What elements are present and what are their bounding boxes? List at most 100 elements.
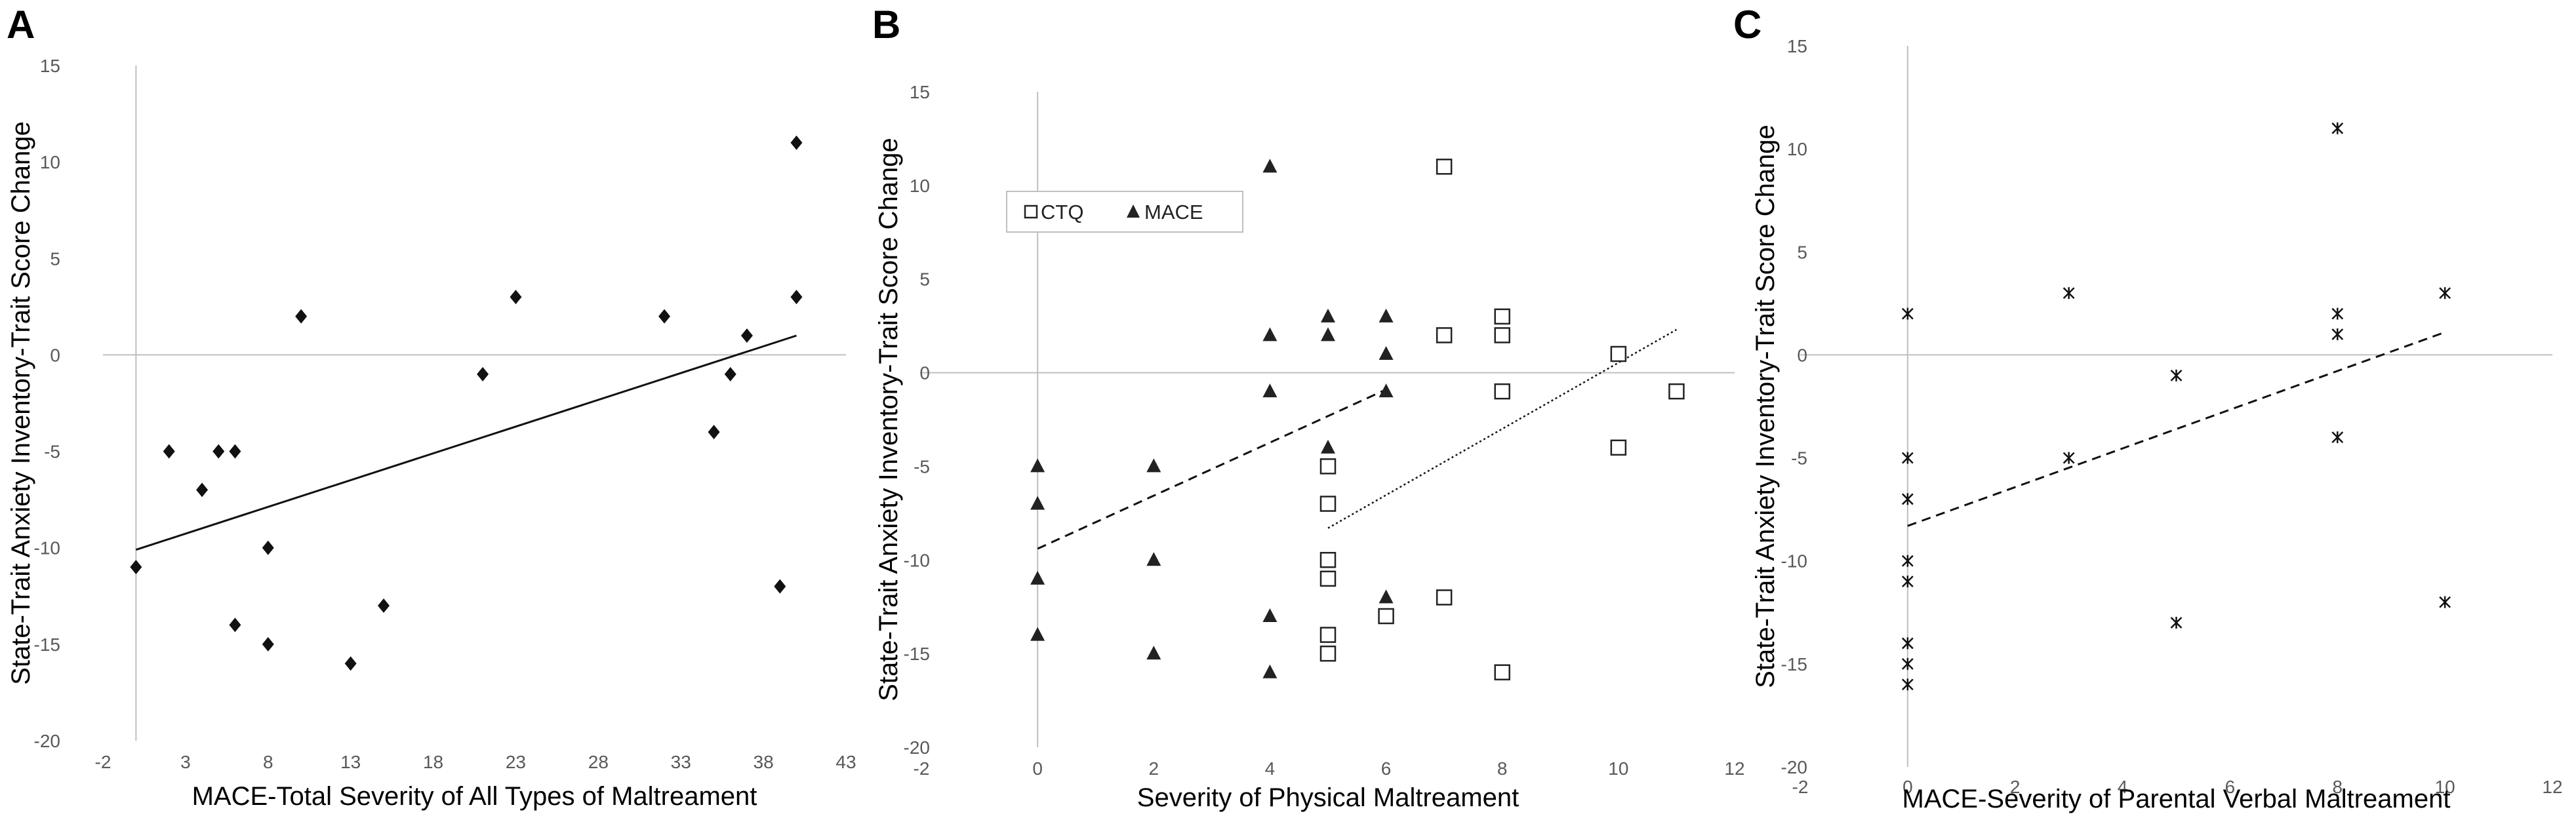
- legend-box: [1006, 191, 1243, 233]
- x-tick-label: 8: [2332, 777, 2343, 797]
- y-tick-label: 10: [1787, 139, 1807, 159]
- x-tick-label: 23: [506, 752, 526, 772]
- data-point-triangle: [1146, 458, 1161, 473]
- data-point-square: [1610, 439, 1627, 456]
- data-point-asterisk: [2170, 617, 2183, 629]
- data-point-diamond: [262, 540, 274, 555]
- data-point-square: [1494, 383, 1510, 400]
- data-point-triangle: [1262, 664, 1278, 678]
- data-point-asterisk: [2439, 596, 2451, 608]
- x-tick-label: 12: [1724, 758, 1744, 779]
- data-point-asterisk: [2063, 452, 2075, 464]
- y-axis-title: State-Trait Anxiety Inventory-Trait Scor…: [7, 121, 35, 685]
- chart-panel-c: C -2 0 2 4 6 8 10 12-20-15-10-5051015MACE-Sever…: [1733, 3, 2563, 813]
- legend-marker-triangle: [1127, 205, 1140, 218]
- data-point-triangle: [1379, 589, 1394, 604]
- x-tick-label: 2: [2010, 777, 2021, 797]
- data-point-diamond: [510, 290, 522, 305]
- data-point-diamond: [196, 482, 209, 498]
- x-tick-label: 0: [1032, 758, 1043, 779]
- panel-label-b: B: [872, 3, 900, 47]
- x-tick-label: 18: [423, 752, 443, 772]
- y-tick-label: -5: [1791, 448, 1807, 469]
- data-point-diamond: [790, 290, 803, 305]
- data-point-asterisk: [1901, 307, 1914, 320]
- data-point-triangle: [1146, 646, 1161, 660]
- data-point-square: [1610, 345, 1627, 362]
- y-tick-label: 5: [50, 248, 60, 269]
- x-tick-label: 3: [180, 752, 191, 772]
- y-tick-label: -20: [904, 737, 930, 758]
- data-point-diamond: [378, 598, 390, 613]
- x-tick-label: 28: [588, 752, 609, 772]
- data-point-asterisk: [2439, 287, 2451, 300]
- x-tick-label: 2: [1148, 758, 1159, 779]
- data-point-square: [1319, 552, 1337, 568]
- legend-label-mace: MACE: [1144, 201, 1203, 224]
- y-tick-label: 15: [910, 82, 930, 102]
- chart-panel-a: A -2 3 8 13 18 23 28 33 38 43-20-15-10-5051015MAC…: [7, 3, 856, 811]
- data-point-square: [1319, 645, 1337, 662]
- y-tick-label: -20: [34, 731, 60, 751]
- data-point-asterisk: [2331, 307, 2344, 320]
- y-tick-label: 5: [1797, 242, 1807, 262]
- x-tick-label: 0: [1902, 777, 1913, 797]
- data-point-triangle: [1262, 327, 1278, 342]
- data-point-diamond: [708, 425, 720, 440]
- x-tick-label: -2: [95, 752, 111, 772]
- legend-marker-square: [1024, 205, 1038, 219]
- legend-label-ctq: CTQ: [1041, 201, 1083, 224]
- y-tick-label: 15: [40, 56, 60, 76]
- x-tick-label: 38: [754, 752, 774, 772]
- data-point-triangle: [1030, 458, 1045, 473]
- y-tick-label: -10: [904, 550, 930, 570]
- y-tick-label: -5: [914, 456, 930, 477]
- data-point-triangle: [1321, 439, 1335, 454]
- y-axis-title: State-Trait Anxiety Inventory-Trait Scor…: [874, 138, 903, 701]
- data-point-diamond: [344, 656, 357, 671]
- data-point-square: [1494, 664, 1510, 680]
- y-tick-label: 10: [910, 176, 930, 196]
- data-point-asterisk: [2063, 287, 2075, 300]
- trendline-mace: [1907, 331, 2445, 527]
- x-tick-label: 4: [2118, 777, 2128, 797]
- data-point-triangle: [1379, 383, 1394, 398]
- data-point-diamond: [229, 444, 241, 459]
- data-point-diamond: [163, 444, 175, 459]
- data-point-triangle: [1262, 608, 1278, 622]
- data-point-asterisk: [1901, 452, 1914, 464]
- data-point-triangle: [1030, 570, 1045, 585]
- x-tick-label: 13: [340, 752, 361, 772]
- data-point-triangle: [1030, 496, 1045, 510]
- data-point-square: [1319, 458, 1337, 475]
- x-tick-label: 4: [1265, 758, 1276, 779]
- y-tick-label: 0: [1797, 345, 1807, 365]
- panel-label-a: A: [7, 3, 35, 47]
- y-tick-label: 15: [1787, 36, 1807, 56]
- data-point-square: [1494, 327, 1510, 343]
- data-point-triangle: [1262, 159, 1278, 173]
- data-point-diamond: [262, 636, 274, 652]
- data-point-asterisk: [1901, 576, 1914, 588]
- y-tick-label: 5: [919, 269, 930, 290]
- data-point-asterisk: [1901, 555, 1914, 567]
- data-point-asterisk: [2331, 431, 2344, 444]
- data-point-asterisk: [1901, 493, 1914, 505]
- data-point-triangle: [1030, 627, 1045, 641]
- x-tick-label: 43: [835, 752, 856, 772]
- y-tick-label: 0: [919, 363, 930, 383]
- y-tick-label: -15: [1781, 654, 1807, 674]
- x-tick-label: -2: [914, 758, 930, 779]
- data-point-diamond: [658, 309, 671, 324]
- trendline-mace: [1037, 388, 1387, 550]
- x-tick-label: 12: [2542, 777, 2562, 797]
- data-point-asterisk: [2170, 369, 2183, 381]
- data-point-asterisk: [2331, 122, 2344, 134]
- x-tick-label: -2: [1792, 777, 1809, 797]
- y-tick-label: -20: [1781, 757, 1807, 777]
- data-point-triangle: [1321, 308, 1335, 322]
- x-axis-title: MACE-Severity of Parental Verbal Maltrea…: [1902, 785, 2451, 813]
- x-tick-label: 8: [263, 752, 273, 772]
